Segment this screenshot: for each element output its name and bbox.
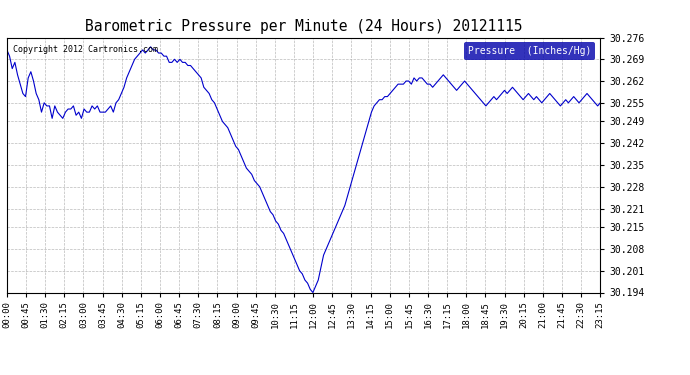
Title: Barometric Pressure per Minute (24 Hours) 20121115: Barometric Pressure per Minute (24 Hours… xyxy=(85,18,522,33)
Legend: Pressure  (Inches/Hg): Pressure (Inches/Hg) xyxy=(464,42,595,60)
Text: Copyright 2012 Cartronics.com: Copyright 2012 Cartronics.com xyxy=(13,45,158,54)
